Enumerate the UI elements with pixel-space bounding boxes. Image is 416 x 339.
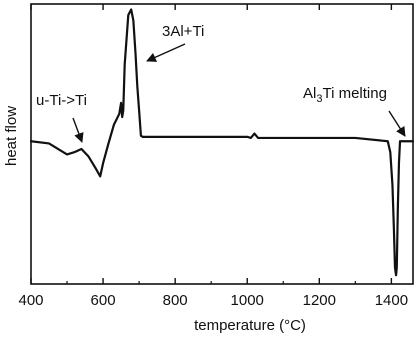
annotation-arrow [147, 44, 185, 61]
x-tick-label: 1400 [375, 292, 408, 309]
x-tick-label: 800 [163, 292, 188, 309]
y-axis-label: heat flow [3, 106, 20, 166]
annotation-arrow [73, 118, 82, 142]
annotation-label: 3Al+Ti [162, 23, 204, 40]
x-axis-label: temperature (°C) [194, 317, 306, 334]
plot-frame [31, 4, 413, 284]
x-tick-label: 600 [91, 292, 116, 309]
annotation-label: Al3Ti melting [303, 85, 387, 105]
x-tick-label: 400 [18, 292, 43, 309]
annotation-arrow [389, 111, 405, 136]
series-line-0 [31, 9, 413, 275]
x-tick-label: 1000 [231, 292, 264, 309]
x-tick-label: 1200 [303, 292, 336, 309]
annotation-label: u-Ti->Ti [36, 92, 87, 109]
